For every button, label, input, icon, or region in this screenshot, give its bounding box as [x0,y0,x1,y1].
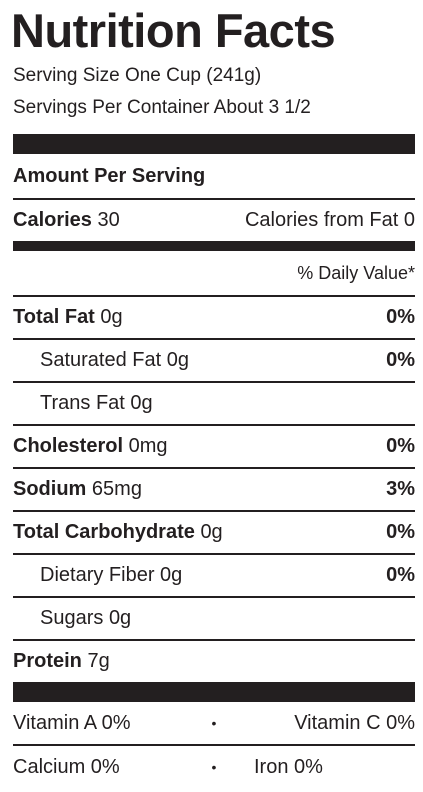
nutrient-row-protein: Protein 7g [13,641,415,682]
calories-from-fat: Calories from Fat 0 [244,209,415,231]
nutrient-row-trans-fat: Trans Fat 0g [13,383,415,424]
thick-divider [13,134,415,154]
divider [13,510,415,512]
servings-per-container: Servings Per Container About 3 1/2 [13,97,311,118]
medium-divider [13,241,415,251]
nutrient-daily-value: 0% [386,435,415,457]
nutrient-daily-value: 0% [386,349,415,371]
nutrient-label: Protein [13,650,82,672]
nutrient-daily-value: 0% [386,306,415,328]
nutrient-row-sodium: Sodium 65mg 3% [13,469,415,510]
nutrient-label: Sugars [40,607,104,629]
divider [13,338,415,340]
vitamin-row: Vitamin A 0% • Vitamin C 0% [13,702,415,744]
nutrient-daily-value: 0% [386,564,415,586]
nutrient-amount: 0g [130,392,153,414]
nutrient-amount: 0g [100,306,123,328]
nutrient-row-saturated-fat: Saturated Fat 0g 0% [13,340,415,381]
nutrient-label: Trans Fat [40,392,125,414]
calcium: Calcium 0% [13,755,120,778]
serving-size: Serving Size One Cup (241g) [13,65,262,86]
divider [13,295,415,297]
divider [13,198,415,200]
bullet-separator: • [211,759,217,775]
nutrient-label: Saturated Fat [40,349,162,371]
divider [13,424,415,426]
divider [13,467,415,469]
nutrient-daily-value: 3% [386,478,415,500]
nutrient-row-dietary-fiber: Dietary Fiber 0g 0% [13,555,415,596]
nutrient-label: Total Carbohydrate [13,521,195,543]
divider [13,381,415,383]
calories-value: 30 [97,209,120,231]
nutrient-row-total-fat: Total Fat 0g 0% [13,297,415,338]
divider [13,596,415,598]
iron: Iron 0% [254,755,323,778]
divider [13,744,415,746]
vitamin-c: Vitamin C 0% [294,711,415,734]
nutrient-label: Cholesterol [13,435,124,457]
nutrient-label: Total Fat [13,306,95,328]
vitamin-a: Vitamin A 0% [13,711,131,734]
nutrient-amount: 0g [200,521,223,543]
bullet-separator: • [211,715,217,731]
nutrient-amount: 65mg [91,478,142,500]
nutrient-amount: 0g [108,607,132,629]
amount-per-serving: Amount Per Serving [13,164,206,187]
label-title: Nutrition Facts [11,4,336,57]
nutrient-row-sugars: Sugars 0g [13,598,415,639]
nutrient-label: Sodium [13,478,87,500]
divider [13,553,415,555]
nutrition-facts-label: Nutrition Facts Serving Size One Cup (24… [0,6,423,792]
calories-row: Calories 30 Calories from Fat 0 [13,200,415,241]
nutrient-amount: 0g [160,564,183,586]
daily-value-header: % Daily Value* [297,262,415,283]
nutrient-amount: 7g [87,650,110,672]
nutrient-amount: 0mg [128,435,168,457]
calories-label: Calories [13,209,92,231]
nutrient-amount: 0g [166,349,189,371]
nutrient-daily-value: 0% [386,521,415,543]
nutrient-row-total-carbohydrate: Total Carbohydrate 0g 0% [13,512,415,553]
nutrient-label: Dietary Fiber [40,564,155,586]
mineral-row: Calcium 0% • Iron 0% [13,746,415,788]
nutrient-row-cholesterol: Cholesterol 0mg 0% [13,426,415,467]
thick-divider [13,682,415,702]
divider [13,639,415,641]
